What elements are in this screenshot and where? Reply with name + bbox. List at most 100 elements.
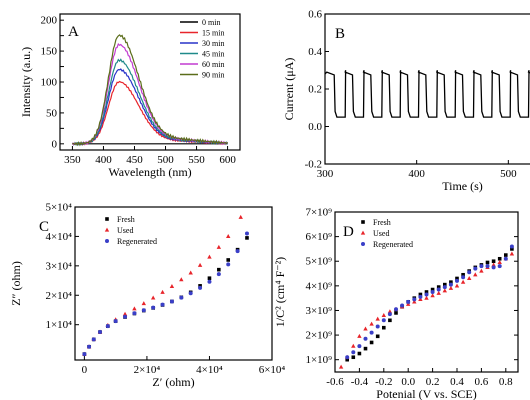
data-point: [424, 290, 429, 294]
panel-label: D: [343, 224, 354, 240]
data-point: [361, 220, 365, 224]
x-tick-label: 4×10⁴: [196, 364, 223, 376]
panel-d-chart: -0.6 -0.4 -0.2 0.0 0.2 0.4 0.6 0.8 1×10⁹ 2×10⁹ 3×1…: [273, 207, 519, 400]
x-tick-label: 500: [157, 154, 174, 166]
data-point: [226, 262, 231, 267]
y-tick-label: 0.4: [308, 46, 322, 58]
data-point: [207, 254, 212, 259]
data-point: [357, 344, 362, 349]
data-point: [510, 247, 514, 251]
data-point: [105, 239, 109, 243]
data-point: [104, 227, 110, 232]
data-point: [479, 268, 484, 273]
data-point: [198, 284, 202, 288]
data-point: [351, 355, 356, 360]
data-point: [394, 311, 398, 315]
y-tick-label: 100: [41, 77, 58, 89]
data-point: [394, 307, 398, 312]
panel-c-chart: 0 2×10⁴ 4×10⁴ 6×10⁴ 1×10⁴ 2×10⁴ 3×10⁴ 4×10⁴ 5×10…: [9, 202, 285, 390]
data-point: [479, 264, 484, 269]
data-point: [132, 306, 137, 311]
x-tick-label: 400: [95, 154, 112, 166]
data-point: [338, 364, 344, 369]
data-point: [197, 262, 203, 267]
x-tick-label: 0: [82, 364, 88, 376]
y-tick-label: 0.2: [308, 84, 322, 96]
legend-label: Regenerated: [373, 240, 413, 249]
data-point: [473, 266, 478, 271]
data-point: [357, 333, 362, 338]
legend-label: Used: [117, 226, 133, 235]
data-point: [375, 324, 380, 329]
data-point: [509, 244, 514, 249]
data-point: [430, 290, 435, 294]
data-point: [361, 242, 365, 246]
data-point: [485, 260, 490, 265]
y-tick-label: 50: [46, 107, 58, 119]
data-point: [105, 217, 109, 221]
data-point: [448, 282, 453, 287]
data-point: [460, 279, 466, 284]
data-point: [351, 350, 356, 355]
y-tick-label: 1×10⁴: [45, 319, 72, 331]
data-point: [245, 236, 249, 240]
x-tick-label: 400: [408, 168, 425, 180]
data-point: [430, 287, 435, 292]
data-point: [388, 318, 392, 323]
data-point: [151, 305, 156, 310]
data-point: [226, 234, 231, 239]
data-point: [387, 312, 392, 317]
data-point: [98, 330, 103, 335]
data-point: [473, 272, 478, 277]
data-point: [82, 352, 87, 357]
legend-label: Fresh: [117, 215, 135, 224]
x-tick-label: 0.0: [401, 376, 415, 388]
x-tick-label: 0.4: [450, 376, 464, 388]
y-tick-label: 4×10⁹: [305, 280, 332, 292]
data-point: [207, 276, 212, 281]
legend-label: 15 min: [202, 29, 224, 38]
panel-label: A: [68, 24, 79, 40]
legend-label: 90 min: [202, 71, 224, 80]
data-point: [375, 334, 380, 339]
panel-label: B: [335, 26, 345, 42]
data-point: [87, 344, 92, 349]
data-point: [375, 316, 380, 321]
x-tick-label: 0.2: [426, 376, 440, 388]
data-point: [491, 262, 496, 267]
data-point: [461, 272, 465, 277]
data-point: [461, 275, 466, 280]
data-point: [449, 280, 453, 284]
legend-label: Fresh: [373, 218, 391, 227]
data-point: [387, 309, 393, 314]
legend-label: Regenerated: [117, 237, 157, 246]
data-point: [198, 285, 203, 290]
data-point: [369, 340, 374, 345]
spectrum-line: [72, 34, 229, 147]
data-point: [436, 290, 441, 295]
x-tick-label: -0.6: [326, 376, 344, 388]
data-point: [363, 346, 368, 351]
data-point: [217, 267, 221, 272]
y-tick-label: 2×10⁹: [305, 330, 332, 342]
data-point: [363, 336, 368, 341]
data-point: [418, 296, 423, 301]
data-point: [503, 256, 508, 261]
data-point: [467, 270, 472, 275]
legend-label: Used: [373, 229, 389, 238]
y-tick-label: 3×10⁹: [305, 305, 332, 317]
data-point: [141, 301, 146, 306]
legend-label: 45 min: [202, 50, 224, 59]
data-point: [179, 277, 184, 282]
data-point: [497, 264, 502, 269]
y-axis-label: 1/C² (cm⁴ F⁻²): [273, 257, 287, 327]
data-point: [150, 295, 156, 300]
y-axis-label: Intensity (a.u.): [19, 47, 33, 117]
data-point: [226, 258, 231, 262]
y-tick-label: 0: [52, 138, 58, 150]
y-tick-label: 1×10⁹: [305, 354, 332, 366]
data-point: [442, 285, 447, 290]
x-tick-label: 0.6: [475, 376, 489, 388]
x-tick-label: -0.2: [375, 376, 392, 388]
